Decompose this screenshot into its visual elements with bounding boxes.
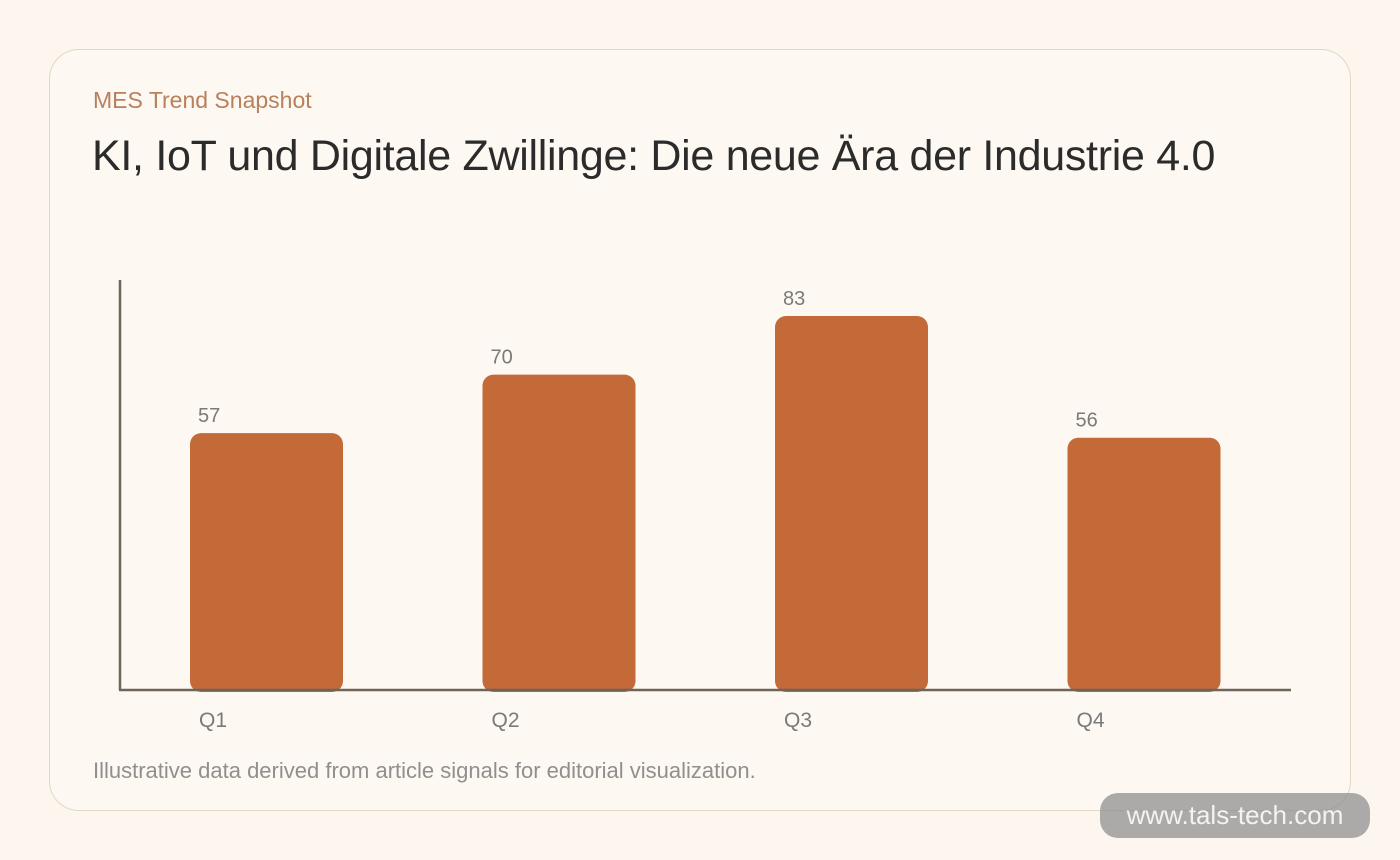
category-label-q1: Q1 — [199, 709, 227, 732]
value-label-q3: 83 — [783, 288, 805, 310]
bar-q3 — [775, 316, 928, 692]
bars-layer — [190, 316, 1221, 692]
value-label-q1: 57 — [198, 405, 220, 427]
labels-layer: 57 Q1 70 Q2 83 Q3 56 Q4 — [198, 288, 1105, 732]
eyebrow-label: MES Trend Snapshot — [93, 87, 312, 113]
bar-q1 — [190, 433, 343, 692]
bar-q4 — [1067, 437, 1221, 692]
chart-title: KI, IoT und Digitale Zwillinge: Die neue… — [92, 132, 1216, 180]
value-label-q4: 56 — [1076, 410, 1098, 432]
footnote: Illustrative data derived from article s… — [93, 758, 756, 783]
category-label-q2: Q2 — [492, 709, 520, 732]
value-label-q2: 70 — [491, 347, 513, 369]
watermark-badge[interactable]: www.tals-tech.com — [1100, 793, 1370, 838]
bar-q2 — [482, 374, 636, 692]
category-label-q3: Q3 — [784, 709, 812, 732]
category-label-q4: Q4 — [1077, 709, 1105, 732]
